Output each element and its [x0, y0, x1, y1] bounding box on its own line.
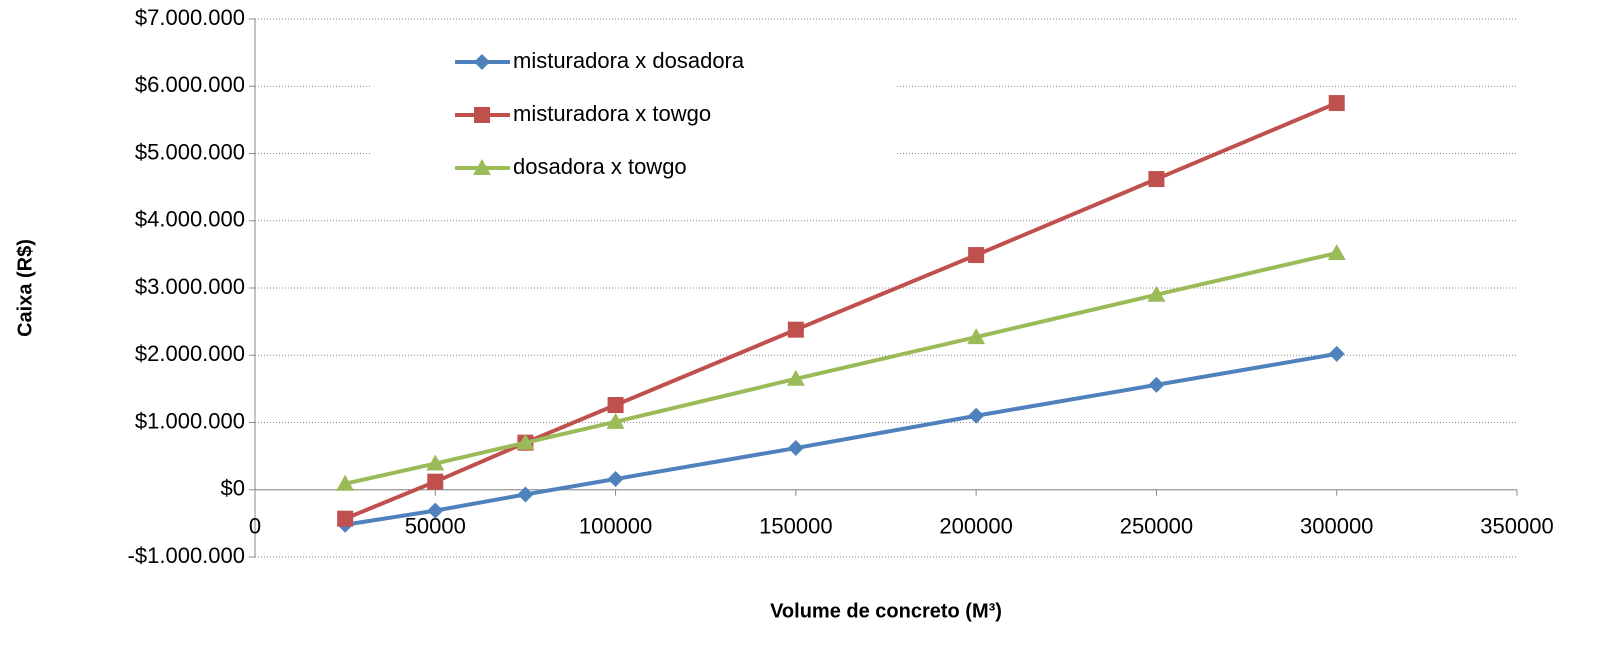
point: [968, 247, 985, 264]
point: [786, 369, 805, 386]
point: [967, 328, 986, 345]
x-tick-label: 250000: [1120, 514, 1193, 539]
point: [787, 440, 804, 457]
x-tick-label: 350000: [1480, 514, 1553, 539]
legend-label: dosadora x towgo: [513, 154, 687, 179]
x-tick-label: 100000: [579, 514, 652, 539]
point: [337, 510, 354, 527]
series-line: [344, 251, 1338, 486]
point: [607, 397, 624, 414]
y-axis-title: Caixa (R$): [14, 239, 36, 337]
legend-label: misturadora x dosadora: [513, 48, 745, 73]
point: [427, 502, 444, 519]
y-tick-label: $4.000.000: [135, 207, 245, 232]
point: [1148, 171, 1165, 188]
y-tick-label: $2.000.000: [135, 341, 245, 366]
x-tick-label: 150000: [759, 514, 832, 539]
y-tick-label: $3.000.000: [135, 274, 245, 299]
point: [1328, 95, 1345, 112]
point: [606, 412, 625, 429]
y-tick-label: $5.000.000: [135, 139, 245, 164]
point: [1327, 244, 1346, 261]
point: [426, 454, 445, 471]
y-tick-label: $1.000.000: [135, 408, 245, 433]
point: [427, 473, 444, 490]
legend-marker: [474, 107, 490, 123]
point: [1147, 285, 1166, 302]
series-line: [344, 351, 1338, 527]
point: [1328, 345, 1345, 362]
y-tick-label: $6.000.000: [135, 72, 245, 97]
x-axis-title: Volume de concreto (M³): [770, 600, 1002, 622]
point: [607, 470, 624, 487]
x-tick-label: 300000: [1300, 514, 1373, 539]
x-tick-label: 0: [249, 514, 261, 539]
y-tick-label: $7.000.000: [135, 5, 245, 30]
y-tick-label: $0: [221, 476, 245, 501]
point: [517, 486, 534, 503]
point: [336, 474, 355, 491]
legend-marker: [473, 159, 491, 175]
legend-marker: [474, 54, 490, 70]
legend-label: misturadora x towgo: [513, 101, 711, 126]
series-line: [344, 101, 1338, 521]
x-tick-label: 200000: [939, 514, 1012, 539]
point: [968, 407, 985, 424]
point: [516, 433, 535, 450]
point: [787, 321, 804, 338]
y-tick-label: -$1.000.000: [128, 543, 245, 568]
point: [1148, 376, 1165, 393]
